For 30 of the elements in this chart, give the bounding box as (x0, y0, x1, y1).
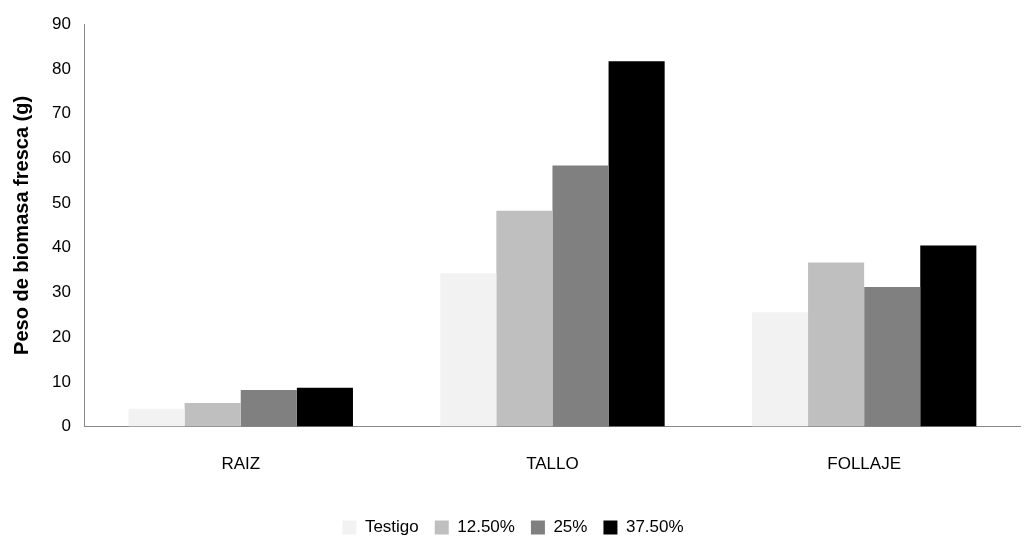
y-tick-label: 90 (51, 13, 71, 33)
y-tick-label: 50 (51, 192, 71, 212)
bar (808, 262, 865, 427)
bar (864, 287, 921, 427)
legend-label: 25% (553, 517, 588, 537)
legend-label: Testigo (364, 517, 419, 537)
y-tick-label: 80 (51, 58, 71, 78)
y-tick-label: 20 (51, 326, 71, 346)
bar (751, 312, 809, 427)
y-axis-title: Peso de biomasa fresca (g) (9, 95, 32, 355)
bar (496, 210, 553, 427)
legend-label: 12.50% (457, 517, 515, 537)
y-tick-label: 0 (61, 416, 71, 436)
y-tick-label: 60 (51, 148, 71, 168)
bar (184, 402, 241, 427)
y-tick-label: 40 (51, 237, 71, 257)
bar (296, 387, 353, 427)
bar (920, 245, 977, 427)
x-tick-label: FOLLAJE (827, 454, 901, 474)
y-tick-label: 70 (51, 103, 71, 123)
bar (128, 408, 185, 427)
bar (608, 61, 665, 427)
x-tick-label: RAIZ (221, 454, 261, 474)
bar (552, 165, 609, 427)
y-tick-label: 10 (51, 371, 71, 391)
bar (240, 389, 297, 427)
bar (440, 273, 497, 427)
x-tick-label: TALLO (526, 454, 579, 474)
legend-label: 37.50% (625, 517, 684, 537)
y-tick-label: 30 (51, 282, 71, 302)
